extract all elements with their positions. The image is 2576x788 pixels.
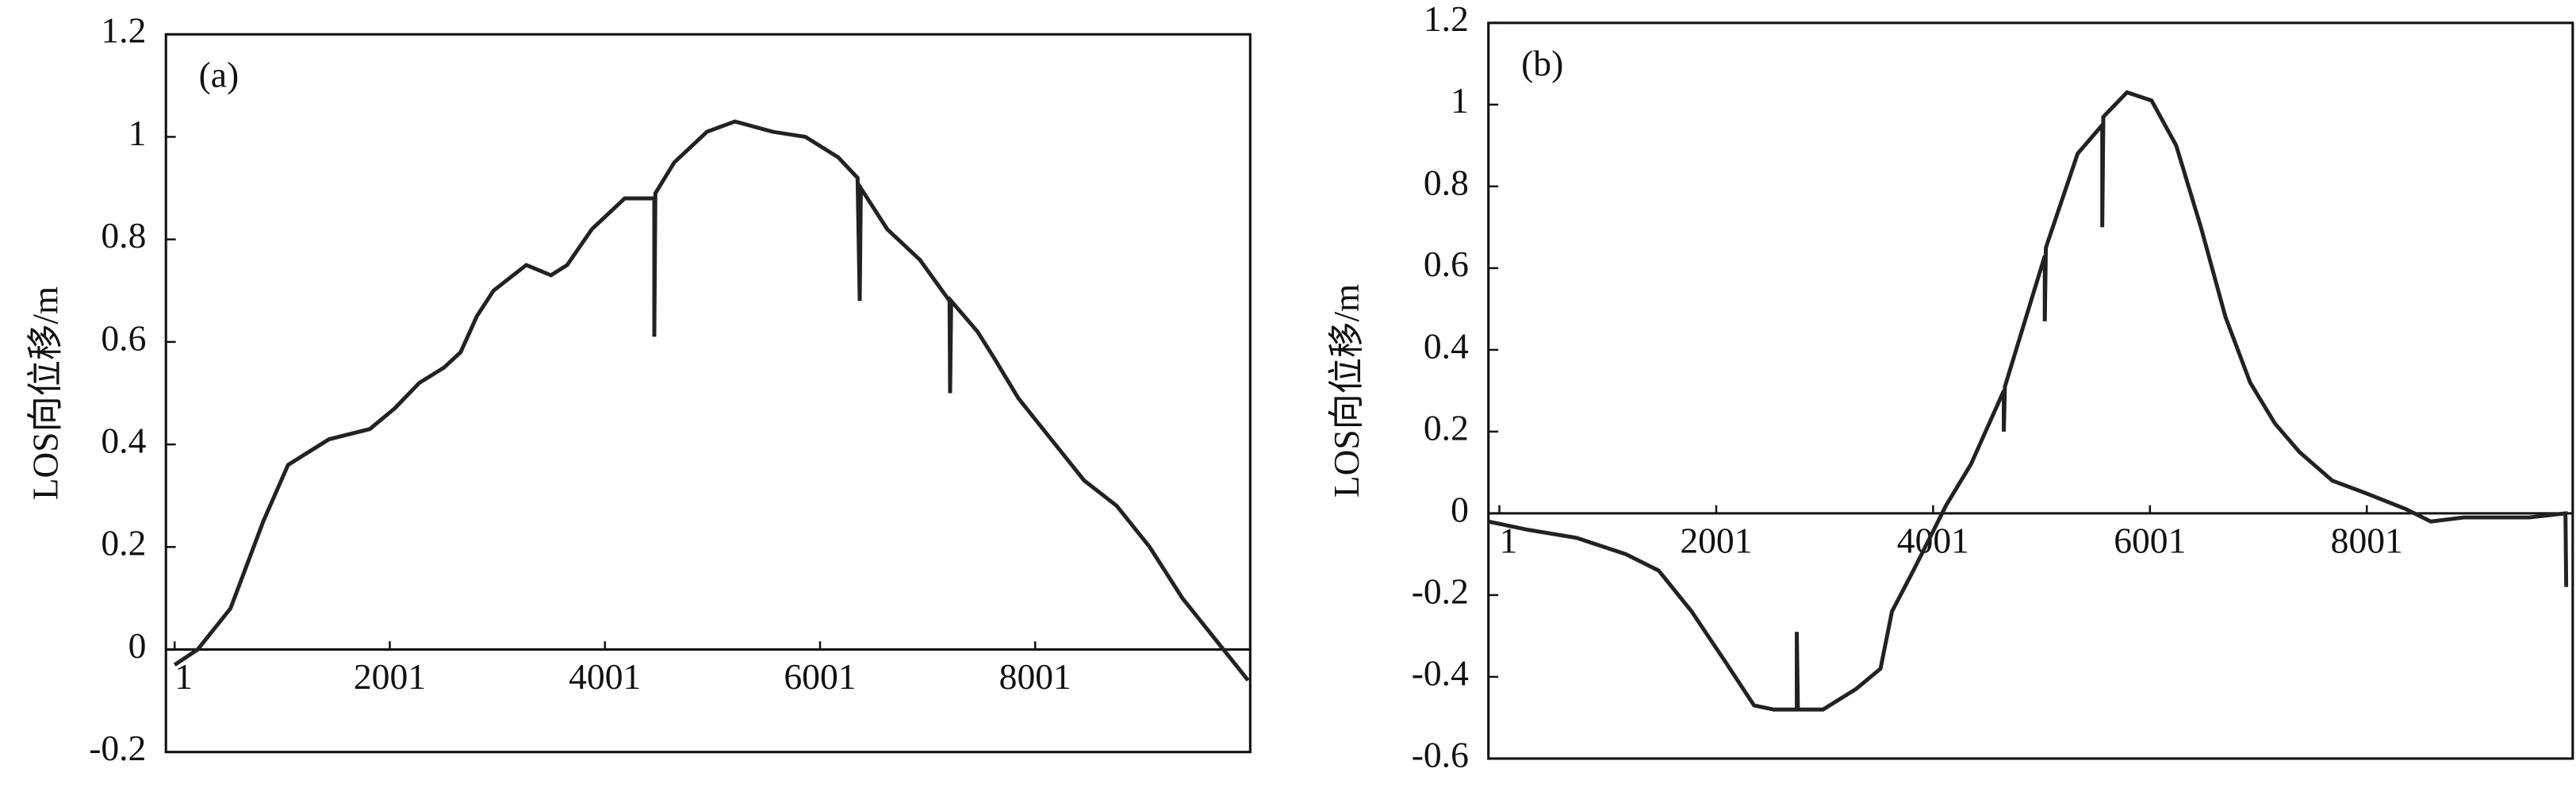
- x-tick-label: 6001: [784, 657, 856, 697]
- x-tick-label: 2001: [354, 657, 426, 697]
- x-tick-label: 1: [1500, 521, 1518, 561]
- y-tick-label: 0: [1451, 490, 1469, 529]
- y-tick-label: 0.6: [1424, 244, 1469, 284]
- y-tick-label: 1.2: [101, 11, 146, 51]
- plot-frame: [1487, 21, 2574, 760]
- y-tick-label: -0.2: [89, 728, 146, 768]
- x-tick-label: 4001: [569, 657, 641, 697]
- y-axis-label: LOS向位移/m: [1327, 284, 1367, 498]
- y-tick-label: 0.2: [101, 524, 146, 563]
- y-tick-label: 0.2: [1424, 408, 1469, 448]
- x-tick-label: 8001: [999, 657, 1071, 697]
- x-tick-label: 2001: [1680, 521, 1752, 561]
- y-tick-label: 0.8: [1424, 163, 1469, 202]
- y-tick-label: 0.6: [101, 318, 146, 358]
- panel-label: (b): [1521, 44, 1563, 83]
- y-tick-label: 1: [1451, 81, 1469, 121]
- y-tick-label: 0.8: [101, 216, 146, 256]
- y-tick-label: 1.2: [1424, 0, 1469, 39]
- data-line: [1488, 90, 2569, 712]
- panel-label: (a): [199, 55, 240, 94]
- plot-frame: [164, 33, 1252, 754]
- y-tick-label: -0.4: [1412, 653, 1469, 693]
- y-axis-label: LOS向位移/m: [25, 286, 65, 500]
- data-line: [173, 119, 1250, 682]
- y-tick-label: 0.4: [101, 421, 146, 461]
- y-tick-label: 1: [128, 113, 147, 153]
- y-tick-label: -0.6: [1412, 735, 1469, 775]
- x-tick-label: 1: [174, 657, 193, 697]
- x-tick-label: 8001: [2331, 521, 2403, 561]
- y-tick-label: 0: [128, 626, 147, 666]
- y-tick-label: 0.4: [1424, 326, 1469, 366]
- x-tick-label: 6001: [2114, 521, 2186, 561]
- y-tick-label: -0.2: [1412, 571, 1469, 611]
